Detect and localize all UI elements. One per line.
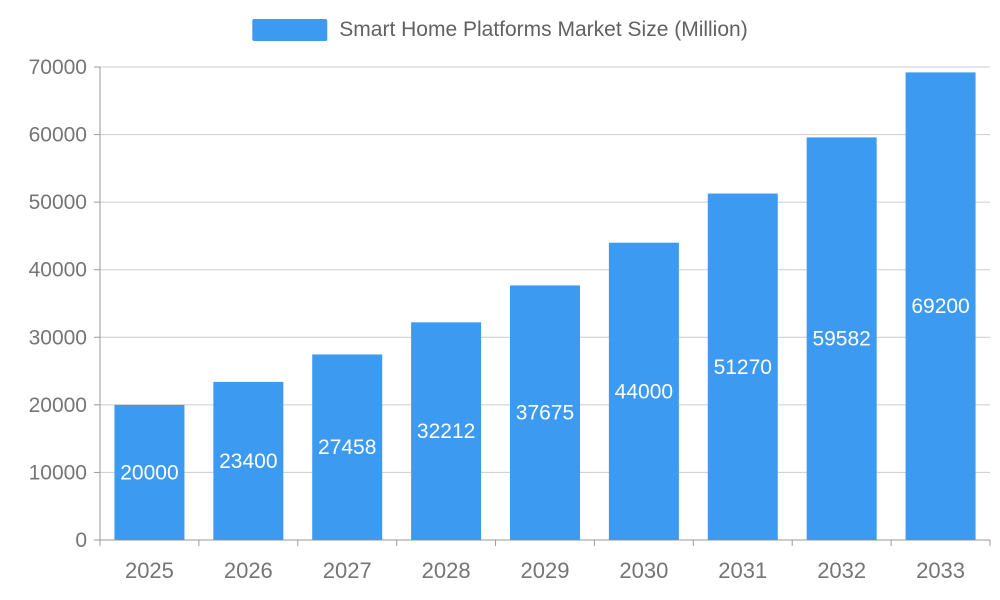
legend-label: Smart Home Platforms Market Size (Millio… — [339, 18, 748, 41]
bar-value-label: 44000 — [615, 380, 673, 403]
y-axis-label: 20000 — [29, 394, 87, 417]
bar-value-label: 37675 — [516, 402, 574, 425]
bar-value-label: 27458 — [318, 436, 376, 459]
bar[interactable] — [312, 354, 383, 540]
y-axis-label: 40000 — [29, 259, 87, 282]
x-axis-label: 2029 — [521, 558, 570, 583]
y-axis-label: 30000 — [29, 326, 87, 349]
y-axis-label: 60000 — [29, 124, 87, 147]
bar-value-label: 23400 — [219, 450, 277, 473]
y-axis-label: 0 — [75, 529, 87, 552]
x-axis-label: 2028 — [422, 558, 471, 583]
bar[interactable] — [707, 193, 778, 540]
bar[interactable] — [806, 137, 877, 540]
bar[interactable] — [510, 285, 580, 540]
x-axis-label: 2025 — [125, 558, 174, 583]
bar-value-label: 59582 — [812, 328, 870, 351]
y-axis-label: 10000 — [29, 461, 87, 484]
x-axis-label: 2033 — [916, 558, 965, 583]
bar[interactable] — [608, 242, 679, 540]
x-axis-label: 2030 — [619, 558, 668, 583]
x-axis-label: 2032 — [817, 558, 866, 583]
x-axis-label: 2031 — [718, 558, 767, 583]
y-axis-label: 50000 — [29, 191, 87, 214]
bar[interactable] — [213, 381, 284, 540]
bar-value-label: 32212 — [417, 420, 475, 443]
bar[interactable] — [114, 404, 185, 540]
chart-legend[interactable]: Smart Home Platforms Market Size (Millio… — [252, 18, 748, 42]
x-axis-label: 2027 — [323, 558, 372, 583]
bar-value-label: 20000 — [120, 461, 178, 484]
bar-value-label: 69200 — [911, 295, 969, 318]
y-axis-label: 70000 — [29, 56, 87, 79]
bar[interactable] — [905, 72, 976, 541]
legend-swatch — [252, 19, 328, 41]
x-axis-label: 2026 — [224, 558, 273, 583]
bar-value-label: 51270 — [714, 356, 772, 379]
bar[interactable] — [411, 322, 482, 540]
